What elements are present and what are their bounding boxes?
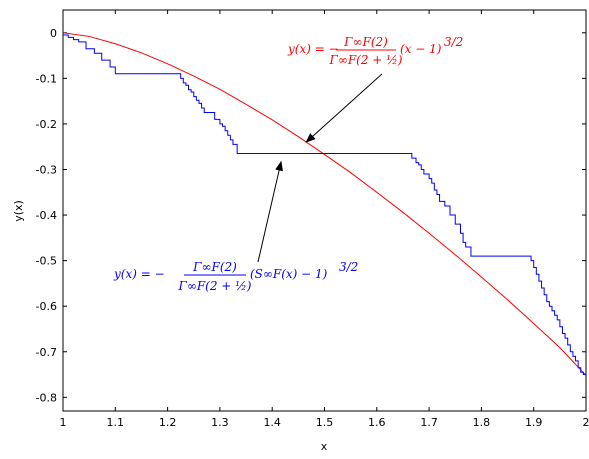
y-axis-label: y(x) [12,200,25,222]
svg-text:3/2: 3/2 [444,35,463,49]
x-tick-label: 1.9 [525,416,543,429]
x-tick-label: 1.6 [368,416,386,429]
x-tick-label: 2 [583,416,589,429]
x-tick-label: 1.5 [316,416,334,429]
x-tick-label: 1.4 [263,416,281,429]
series-blue-staircase [63,34,586,376]
y-tick-label: -0.6 [36,300,57,313]
y-tick-label: -0.2 [36,118,57,131]
annotation-blue: y(x) = − Γ∞F(2) Γ∞F(2 + ½) (S∞F(x) − 1) … [113,160,358,293]
svg-text:y(x) = −: y(x) = − [113,267,165,281]
y-axis: 0 -0.1 -0.2 -0.3 -0.4 -0.5 -0.6 -0.7 -0.8 [36,27,586,404]
svg-text:Γ∞F(2): Γ∞F(2) [343,35,388,49]
svg-text:Γ∞F(2 + ½): Γ∞F(2 + ½) [178,279,252,293]
x-tick-label: 1.1 [107,416,125,429]
svg-text:Γ∞F(2 + ½): Γ∞F(2 + ½) [329,53,403,67]
x-tick-label: 1.3 [211,416,229,429]
series-red-curve [63,32,586,376]
y-tick-label: -0.8 [36,391,57,404]
annotation-red: y(x) = − Γ∞F(2) Γ∞F(2 + ½) (x − 1) 3/2 [287,35,463,143]
y-tick-label: -0.3 [36,163,57,176]
annotation-arrow-blue [257,160,283,263]
x-axis: 1 1.1 1.2 1.3 1.4 1.5 1.6 1.7 1.8 1.9 2 [60,10,589,429]
svg-text:Γ∞F(2): Γ∞F(2) [192,260,237,274]
svg-text:(x − 1): (x − 1) [400,42,442,56]
y-tick-label: -0.5 [36,255,57,268]
annotation-arrow-red [305,73,383,143]
y-tick-label: -0.7 [36,346,57,359]
svg-text:(S∞F(x) − 1): (S∞F(x) − 1) [250,267,328,281]
svg-text:3/2: 3/2 [339,260,358,274]
x-tick-label: 1.7 [420,416,438,429]
x-tick-label: 1 [60,416,67,429]
x-tick-label: 1.8 [473,416,491,429]
svg-text:y(x) = −: y(x) = − [287,42,339,56]
x-tick-label: 1.2 [159,416,177,429]
plot-area [62,9,587,412]
x-axis-label: x [321,440,328,453]
y-tick-label: -0.1 [36,72,57,85]
y-tick-label: 0 [50,27,57,40]
y-tick-label: -0.4 [36,209,57,222]
